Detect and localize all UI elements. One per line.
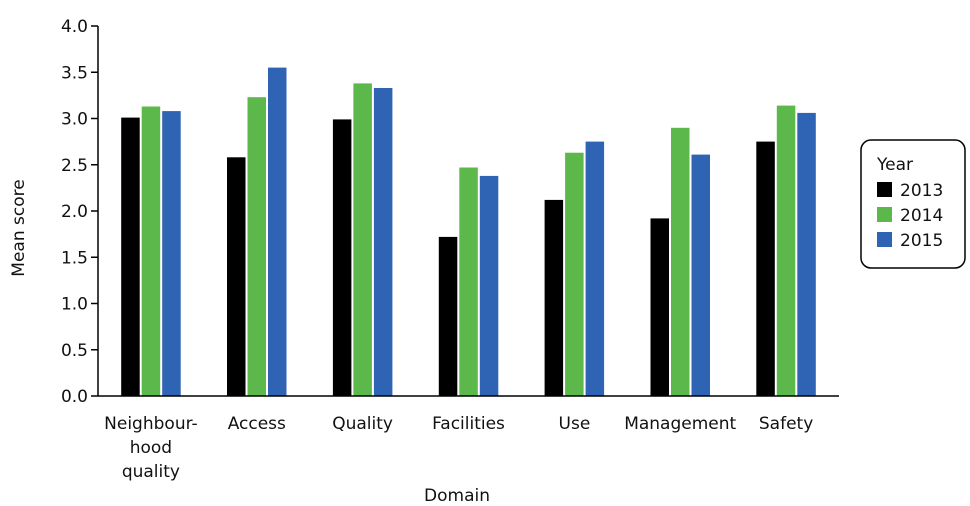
bar-2015	[162, 111, 181, 396]
bar-2014	[565, 152, 584, 396]
legend-swatch-2014	[877, 207, 892, 222]
y-tick-label: 4.0	[61, 17, 88, 37]
x-category-label: Safety	[759, 414, 813, 434]
y-tick-label: 0.5	[61, 341, 88, 361]
y-tick-label: 1.5	[61, 248, 88, 268]
bar-2013	[650, 218, 669, 396]
legend-title: Year	[876, 155, 913, 175]
bar-2015	[691, 154, 710, 396]
plot-area	[121, 67, 816, 397]
axes: 0.0 0.5 1.0 1.5 2.0 2.5 3.0 3.5 4.0 Neighbour-hoo…	[61, 17, 839, 482]
y-tick-label: 1.0	[61, 295, 88, 315]
x-category-label: Facilities	[432, 414, 505, 434]
y-tick-label: 2.5	[61, 156, 88, 176]
x-category-label: quality	[122, 462, 180, 482]
bar-2013	[227, 157, 246, 396]
bar-2014	[353, 83, 372, 397]
y-tick-label: 0.0	[61, 387, 88, 407]
y-tick-label: 3.5	[61, 63, 88, 83]
y-axis-title: Mean score	[9, 179, 29, 276]
x-category-label: Management	[624, 414, 736, 434]
x-category-label: hood	[130, 438, 172, 458]
bar-2015	[373, 88, 393, 396]
bar-2013	[438, 236, 458, 396]
bar-2015	[479, 175, 499, 396]
bar-2014	[247, 97, 266, 396]
bar-2013	[544, 199, 564, 396]
y-tick-label: 2.0	[61, 202, 88, 222]
legend-swatch-2015	[877, 232, 892, 247]
bar-2015	[797, 112, 816, 397]
x-axis-title: Domain	[424, 486, 490, 506]
y-tick-label: 3.0	[61, 110, 88, 130]
bar-2014	[459, 167, 478, 396]
bar-2013	[121, 117, 140, 396]
bar-2014	[141, 106, 161, 396]
legend: Year 2013 2014 2015	[860, 139, 966, 269]
bar-2014	[776, 105, 796, 396]
bar-2015	[268, 67, 287, 396]
legend-label-2013: 2013	[900, 181, 943, 201]
x-category-label: Neighbour-	[104, 414, 197, 434]
legend-label-2015: 2015	[900, 231, 943, 251]
x-category-label: Access	[228, 414, 286, 434]
bar-2015	[585, 141, 605, 396]
legend-swatch-2013	[877, 182, 892, 197]
x-category-label: Quality	[332, 414, 393, 434]
bar-2013	[332, 119, 352, 397]
legend-label-2014: 2014	[900, 206, 943, 226]
x-category-label: Use	[559, 414, 591, 434]
bar-2014	[671, 127, 690, 397]
bar-2013	[756, 141, 775, 396]
